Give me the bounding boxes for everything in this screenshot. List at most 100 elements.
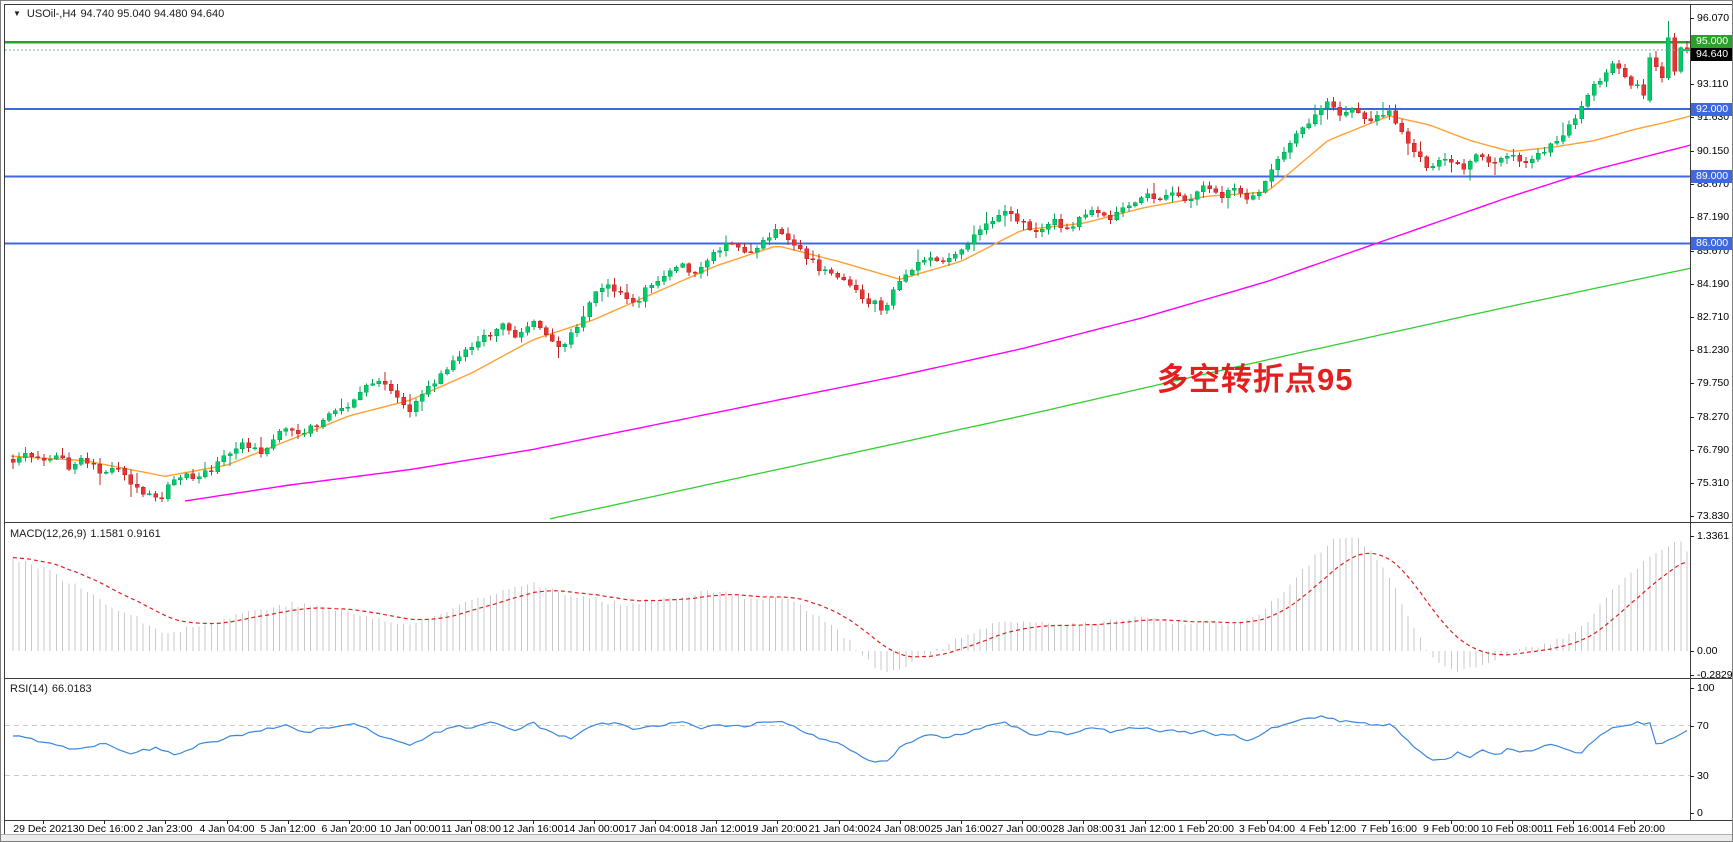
price-axis[interactable]: 96.070 93.110 91.630 90.150 88.670 87.190 85.6… bbox=[1690, 1, 1733, 821]
time-label: 25 Jan 16:00 bbox=[930, 823, 992, 835]
time-label: 17 Jan 04:00 bbox=[624, 823, 686, 835]
rsi-label: RSI(14) bbox=[10, 683, 48, 695]
time-axis[interactable]: 29 Dec 2021 30 Dec 16:00 2 Jan 23:00 4 Jan … bbox=[5, 820, 1732, 835]
macd-label: MACD(12,26,9) bbox=[10, 528, 87, 540]
frame-top-border bbox=[4, 4, 1732, 5]
price-tick-label: 81.230 bbox=[1697, 344, 1730, 356]
time-tick-mark bbox=[716, 821, 717, 824]
time-tick-mark bbox=[1573, 821, 1574, 824]
price-tick-mark bbox=[1690, 184, 1694, 185]
rsi-header: RSI(14) 66.0183 bbox=[10, 683, 96, 695]
price-tick-mark bbox=[1690, 151, 1694, 152]
price-level-badge: 86.000 bbox=[1691, 237, 1732, 250]
price-tick-label: 79.750 bbox=[1697, 377, 1730, 389]
time-tick-mark bbox=[43, 821, 44, 824]
ma-mid-line bbox=[184, 144, 1691, 502]
price-tick-label: 76.790 bbox=[1697, 444, 1730, 456]
macd-tick-mark bbox=[1690, 651, 1694, 652]
ma-fast-line bbox=[10, 115, 1691, 478]
price-tick-label: 82.710 bbox=[1697, 311, 1730, 323]
price-tick-mark bbox=[1690, 284, 1694, 285]
ohlc-values: 94.740 95.040 94.480 94.640 bbox=[80, 8, 225, 20]
panel-splitter-rsi[interactable] bbox=[5, 678, 1732, 679]
time-tick-mark bbox=[165, 821, 166, 824]
price-tick-mark bbox=[1690, 383, 1694, 384]
time-label: 21 Jan 04:00 bbox=[808, 823, 870, 835]
time-label: 18 Jan 12:00 bbox=[685, 823, 747, 835]
time-label: 28 Jan 08:00 bbox=[1052, 823, 1114, 835]
time-label: 29 Dec 2021 bbox=[13, 823, 73, 835]
price-tick-mark bbox=[1690, 18, 1694, 19]
macd-tick-label: 1.3361 bbox=[1697, 530, 1730, 542]
time-tick-mark bbox=[1389, 821, 1390, 824]
time-label: 11 Jan 08:00 bbox=[441, 823, 501, 835]
price-tick-mark bbox=[1690, 417, 1694, 418]
price-tick-mark bbox=[1690, 450, 1694, 451]
price-tick-label: 96.070 bbox=[1697, 12, 1730, 24]
rsi-tick-mark bbox=[1690, 813, 1694, 814]
rsi-tick-label: 0 bbox=[1697, 807, 1703, 819]
price-level-badge: 92.000 bbox=[1691, 103, 1732, 116]
rsi-tick-label: 30 bbox=[1697, 770, 1709, 782]
time-tick-mark bbox=[961, 821, 962, 824]
time-tick-mark bbox=[349, 821, 350, 824]
time-label: 5 Jan 12:00 bbox=[260, 823, 316, 835]
time-label: 19 Jan 20:00 bbox=[746, 823, 808, 835]
time-label: 10 Jan 00:00 bbox=[379, 823, 441, 835]
time-tick-mark bbox=[1328, 821, 1329, 824]
price-level-badge: 95.000 bbox=[1691, 35, 1732, 48]
time-label: 10 Feb 08:00 bbox=[1481, 823, 1543, 835]
time-tick-mark bbox=[533, 821, 534, 824]
time-tick-mark bbox=[1022, 821, 1023, 824]
price-tick-label: 75.310 bbox=[1697, 477, 1730, 489]
time-tick-mark bbox=[1512, 821, 1513, 824]
time-tick-mark bbox=[1083, 821, 1084, 824]
price-tick-mark bbox=[1690, 350, 1694, 351]
time-tick-mark bbox=[227, 821, 228, 824]
macd-tick-label: -0.2829 bbox=[1697, 669, 1733, 681]
price-chart-canvas[interactable] bbox=[5, 5, 1691, 522]
time-tick-mark bbox=[1267, 821, 1268, 824]
panel-splitter-macd[interactable] bbox=[5, 522, 1732, 523]
price-tick-mark bbox=[1690, 217, 1694, 218]
ma-slow-line bbox=[549, 267, 1691, 520]
chart-annotation-text: 多空转折点95 bbox=[1157, 362, 1354, 397]
time-tick-mark bbox=[900, 821, 901, 824]
time-label: 3 Feb 04:00 bbox=[1238, 823, 1296, 835]
macd-values: 1.1581 0.9161 bbox=[90, 528, 161, 540]
price-level-badge: 94.640 bbox=[1691, 48, 1732, 61]
rsi-value: 66.0183 bbox=[51, 683, 92, 695]
chevron-down-icon[interactable]: ▼ bbox=[13, 9, 21, 18]
time-tick-mark bbox=[1206, 821, 1207, 824]
time-tick-mark bbox=[839, 821, 840, 824]
time-label: 12 Jan 16:00 bbox=[502, 823, 564, 835]
time-tick-mark bbox=[594, 821, 595, 824]
symbol-period-label: USOil-,H4 bbox=[26, 8, 77, 20]
time-label: 9 Feb 00:00 bbox=[1422, 823, 1480, 835]
rsi-indicator-canvas[interactable] bbox=[5, 679, 1691, 820]
frame-left-border bbox=[4, 4, 5, 834]
time-tick-mark bbox=[1634, 821, 1635, 824]
rsi-tick-label: 100 bbox=[1697, 682, 1715, 694]
price-tick-label: 87.190 bbox=[1697, 211, 1730, 223]
time-label: 27 Jan 00:00 bbox=[991, 823, 1053, 835]
rsi-tick-mark bbox=[1690, 726, 1694, 727]
macd-header: MACD(12,26,9) 1.1581 0.9161 bbox=[10, 528, 165, 540]
time-label: 24 Jan 08:00 bbox=[869, 823, 931, 835]
time-tick-mark bbox=[288, 821, 289, 824]
price-tick-label: 93.110 bbox=[1697, 78, 1729, 90]
time-label: 2 Jan 23:00 bbox=[137, 823, 193, 835]
time-label: 1 Feb 20:00 bbox=[1177, 823, 1235, 835]
time-label: 14 Jan 00:00 bbox=[563, 823, 625, 835]
time-label: 4 Feb 12:00 bbox=[1299, 823, 1357, 835]
price-tick-mark bbox=[1690, 251, 1694, 252]
time-tick-mark bbox=[104, 821, 105, 824]
macd-tick-label: 0.00 bbox=[1697, 645, 1718, 657]
time-tick-mark bbox=[1145, 821, 1146, 824]
macd-indicator-canvas[interactable] bbox=[5, 523, 1691, 678]
window-bottom-strip bbox=[1, 834, 1732, 841]
time-tick-mark bbox=[777, 821, 778, 824]
time-label: 31 Jan 12:00 bbox=[1114, 823, 1176, 835]
price-tick-label: 84.190 bbox=[1697, 278, 1730, 290]
